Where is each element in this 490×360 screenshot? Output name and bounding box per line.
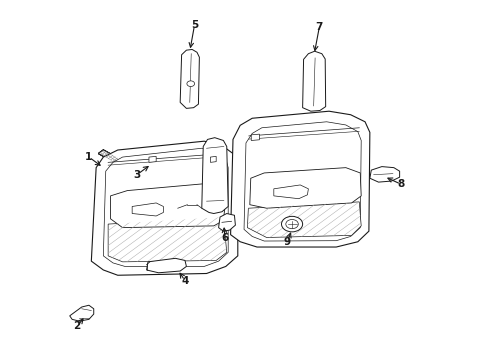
Text: 7: 7 [316,22,323,32]
Polygon shape [210,156,216,162]
Text: 6: 6 [221,233,228,243]
Polygon shape [202,138,228,213]
Polygon shape [108,217,227,262]
Polygon shape [244,122,361,241]
Text: 9: 9 [284,237,291,247]
PathPatch shape [98,150,122,164]
Circle shape [187,81,195,86]
Polygon shape [274,185,308,199]
Polygon shape [370,167,400,182]
Polygon shape [250,168,361,208]
Text: 4: 4 [181,275,189,285]
Polygon shape [231,111,370,247]
Polygon shape [111,184,226,228]
Text: 2: 2 [74,321,80,332]
Polygon shape [98,150,122,164]
Polygon shape [219,213,235,231]
Polygon shape [251,134,259,140]
Polygon shape [303,51,326,111]
PathPatch shape [108,217,227,262]
Polygon shape [149,156,156,162]
Polygon shape [103,148,228,266]
Polygon shape [247,202,361,238]
Polygon shape [132,203,163,216]
PathPatch shape [98,150,122,164]
Polygon shape [147,258,186,273]
Text: 8: 8 [397,179,405,189]
Text: 1: 1 [85,152,93,162]
PathPatch shape [247,202,361,238]
Polygon shape [91,141,238,275]
Text: 3: 3 [133,170,141,180]
Polygon shape [180,49,199,108]
Text: 5: 5 [191,20,198,30]
Circle shape [281,216,303,232]
Circle shape [286,220,298,229]
Polygon shape [70,305,94,321]
